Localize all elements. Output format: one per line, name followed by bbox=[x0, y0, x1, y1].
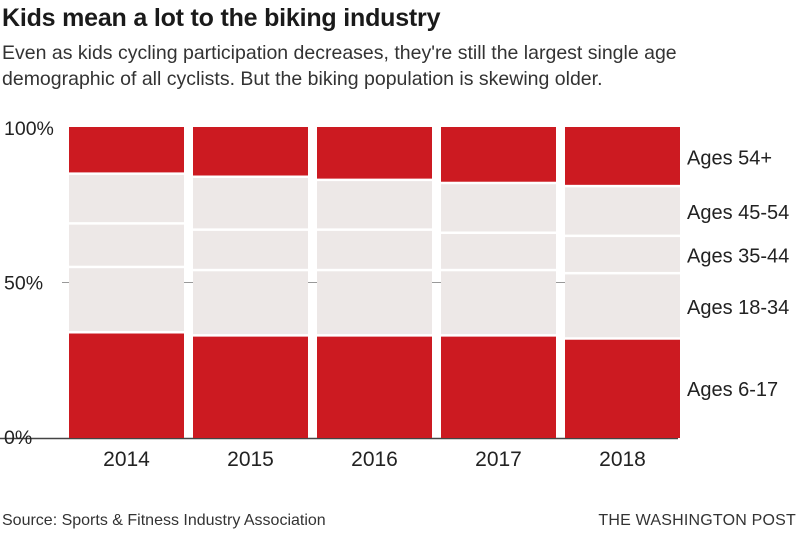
bar-2016-ages-54- bbox=[317, 127, 432, 179]
series-label-ages-45-54: Ages 45-54 bbox=[687, 202, 789, 224]
bar-2014-ages-35-44 bbox=[69, 224, 184, 266]
series-label-ages-18-34: Ages 18-34 bbox=[687, 297, 789, 319]
bar-2014-ages-45-54 bbox=[69, 174, 184, 223]
y-tick-label: 50% bbox=[4, 273, 43, 295]
bar-2017-ages-45-54 bbox=[441, 184, 556, 232]
bar-2017-ages-35-44 bbox=[441, 233, 556, 269]
stacked-bar-chart: 2014 2015 2016 2017 2018 0% 50% 100% Ages 6-17 Ag… bbox=[0, 118, 789, 471]
bar-2016-ages-6-17 bbox=[317, 336, 432, 438]
bar-2018-ages-35-44 bbox=[565, 237, 680, 272]
bar-2015-ages-6-17 bbox=[193, 336, 308, 438]
bar-2015-ages-54- bbox=[193, 127, 308, 176]
x-tick-label: 2017 bbox=[475, 448, 522, 471]
bar-2018-ages-6-17 bbox=[565, 339, 680, 438]
x-tick-label: 2018 bbox=[599, 448, 646, 471]
bar-2015-ages-45-54 bbox=[193, 178, 308, 229]
bar-2018-ages-18-34 bbox=[565, 274, 680, 338]
series-label-ages-54-: Ages 54+ bbox=[687, 148, 772, 170]
x-tick-label: 2016 bbox=[351, 448, 398, 471]
bar-2015-ages-18-34 bbox=[193, 271, 308, 335]
x-tick-label: 2014 bbox=[103, 448, 150, 471]
chart-title: Kids mean a lot to the biking industry bbox=[2, 4, 441, 32]
bar-2015-ages-35-44 bbox=[193, 230, 308, 269]
x-tick-label: 2015 bbox=[227, 448, 274, 471]
bar-2014-ages-18-34 bbox=[69, 268, 184, 332]
bar-2014-ages-6-17 bbox=[69, 333, 184, 438]
source-note: Source: Sports & Fitness Industry Associ… bbox=[2, 512, 326, 529]
y-tick-label: 100% bbox=[4, 118, 54, 140]
publisher-credit: THE WASHINGTON POST bbox=[598, 512, 796, 529]
bar-2018-ages-54- bbox=[565, 127, 680, 185]
bar-2018-ages-45-54 bbox=[565, 187, 680, 235]
bar-2017-ages-54- bbox=[441, 127, 556, 182]
bar-2016-ages-35-44 bbox=[317, 230, 432, 269]
bar-2016-ages-45-54 bbox=[317, 181, 432, 229]
bar-2014-ages-54- bbox=[69, 127, 184, 173]
series-label-ages-6-17: Ages 6-17 bbox=[687, 379, 778, 401]
y-tick-label: 0% bbox=[4, 427, 32, 449]
bar-2017-ages-6-17 bbox=[441, 336, 556, 438]
bar-2016-ages-18-34 bbox=[317, 271, 432, 335]
series-label-ages-35-44: Ages 35-44 bbox=[687, 246, 789, 268]
chart-subtitle: Even as kids cycling participation decre… bbox=[2, 42, 677, 90]
bar-2017-ages-18-34 bbox=[441, 271, 556, 335]
